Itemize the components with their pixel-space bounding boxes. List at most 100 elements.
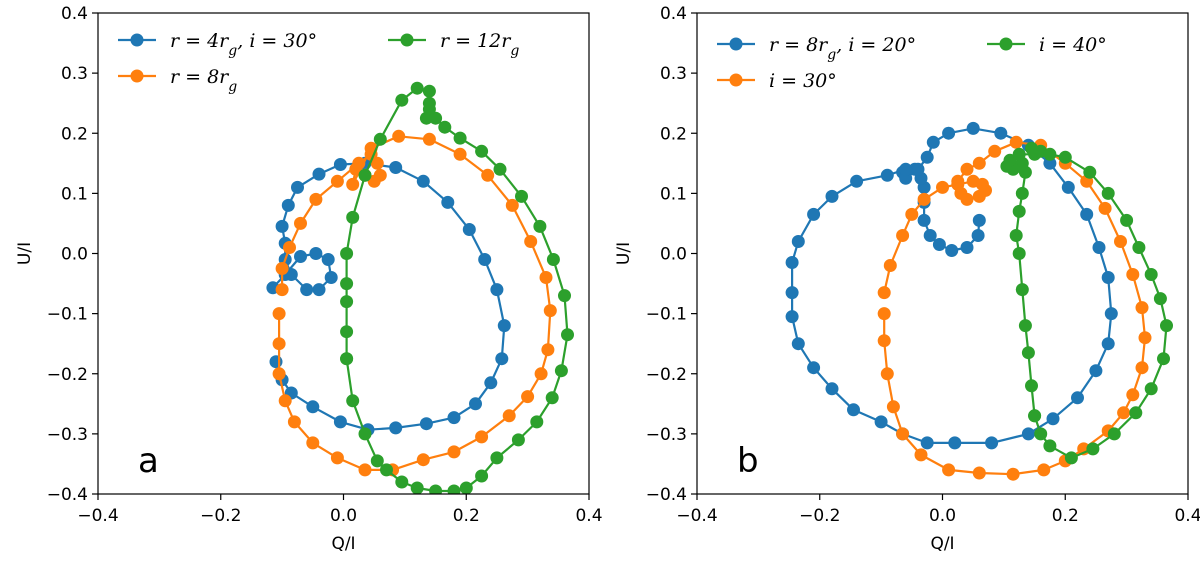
data-point xyxy=(278,394,292,408)
data-point xyxy=(948,436,962,450)
data-point xyxy=(272,307,286,321)
legend-marker xyxy=(729,73,743,87)
data-point xyxy=(1028,409,1042,423)
data-point xyxy=(441,195,455,209)
data-point xyxy=(275,262,289,275)
data-point xyxy=(333,158,347,171)
series-line xyxy=(345,87,569,493)
data-point xyxy=(1101,271,1115,284)
data-point xyxy=(358,168,372,182)
data-point xyxy=(791,337,805,351)
legend-marker xyxy=(999,37,1013,51)
y-tick-label: 0.0 xyxy=(61,245,88,265)
data-point xyxy=(942,126,956,140)
data-point xyxy=(275,219,289,233)
data-point xyxy=(395,93,409,107)
data-point xyxy=(493,162,507,176)
y-axis-label: U/I xyxy=(614,242,634,265)
data-point xyxy=(1018,319,1032,333)
data-point xyxy=(475,144,489,158)
data-point xyxy=(1034,427,1048,441)
series-line xyxy=(791,127,1113,444)
data-point xyxy=(312,167,326,181)
data-point xyxy=(785,310,799,324)
x-tick-label: 0.2 xyxy=(453,506,480,526)
series-2 xyxy=(340,81,574,494)
data-point xyxy=(410,81,424,95)
data-point xyxy=(558,289,571,303)
data-point xyxy=(478,253,492,266)
data-point xyxy=(312,283,326,297)
data-point xyxy=(545,391,559,405)
y-tick-label: 0.4 xyxy=(660,4,687,24)
data-point xyxy=(281,198,295,212)
data-point xyxy=(1043,156,1057,170)
data-point xyxy=(515,189,528,203)
data-point xyxy=(340,352,354,366)
data-point xyxy=(287,415,301,429)
data-point xyxy=(475,469,489,483)
data-point xyxy=(988,144,1002,158)
data-point xyxy=(1114,235,1127,248)
data-point xyxy=(447,484,461,494)
data-point xyxy=(321,253,335,266)
data-point xyxy=(1098,201,1112,215)
x-tick-label: 0.2 xyxy=(1052,506,1079,526)
series-0 xyxy=(266,156,511,437)
legend-marker xyxy=(130,69,144,83)
data-point xyxy=(272,337,286,351)
data-point xyxy=(530,415,544,429)
legend-label: i = 40° xyxy=(1039,34,1107,56)
data-point xyxy=(942,463,956,477)
data-point xyxy=(429,111,443,125)
data-point xyxy=(896,229,910,242)
x-axis-label: Q/I xyxy=(331,534,355,554)
x-tick-label: −0.2 xyxy=(799,506,840,526)
data-point xyxy=(1009,229,1023,242)
data-point xyxy=(453,131,467,145)
data-point xyxy=(951,174,965,188)
data-point xyxy=(358,427,372,441)
data-point xyxy=(447,445,461,459)
data-point xyxy=(422,132,436,146)
data-point xyxy=(960,162,974,176)
data-point xyxy=(370,454,384,468)
data-point xyxy=(972,156,986,170)
data-point xyxy=(389,421,403,435)
data-point xyxy=(416,174,430,188)
legend-marker xyxy=(729,37,743,51)
legend-entry: i = 40° xyxy=(987,34,1107,56)
data-point xyxy=(524,235,538,248)
data-point xyxy=(346,210,360,224)
data-point xyxy=(447,411,461,425)
data-point xyxy=(373,132,387,146)
data-point xyxy=(1012,247,1026,260)
data-point xyxy=(502,409,516,423)
legend-label: r = 8rg xyxy=(170,66,237,95)
data-point xyxy=(1092,241,1106,254)
data-point xyxy=(416,453,430,467)
legend: r = 4rg, i = 30° r = 8rg r = 12rg xyxy=(118,30,519,95)
data-point xyxy=(1086,442,1100,456)
data-point xyxy=(972,189,986,203)
legend-label: r = 12rg xyxy=(440,30,519,59)
data-point xyxy=(340,277,354,291)
data-point xyxy=(284,268,298,281)
data-point xyxy=(914,448,928,462)
data-point xyxy=(495,352,509,366)
legend-entry: r = 8rg xyxy=(118,66,237,95)
x-tick-label: 0.0 xyxy=(330,506,357,526)
y-tick-label: −0.1 xyxy=(47,305,88,325)
data-point xyxy=(850,174,864,188)
data-point xyxy=(272,367,286,381)
x-tick-label: −0.2 xyxy=(200,506,241,526)
y-tick-label: 0.3 xyxy=(660,64,687,84)
data-point xyxy=(1006,467,1020,481)
data-point xyxy=(1135,301,1149,315)
x-axis-label: Q/I xyxy=(930,534,954,554)
data-point xyxy=(899,171,913,185)
data-point xyxy=(785,286,799,300)
data-point xyxy=(505,198,519,212)
data-point xyxy=(1135,361,1149,375)
